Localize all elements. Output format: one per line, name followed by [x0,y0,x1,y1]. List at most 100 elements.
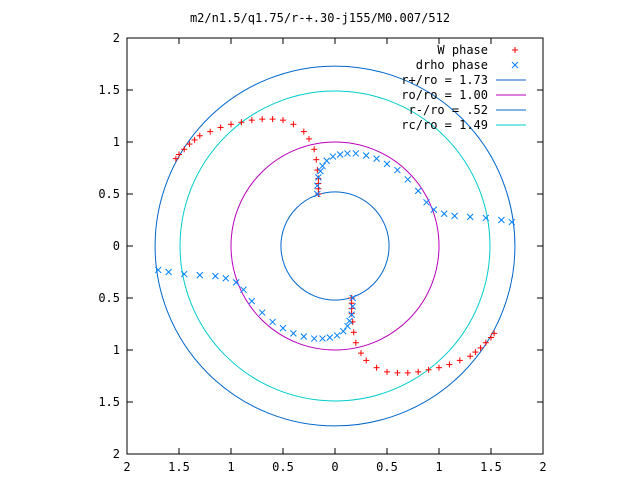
series-1-point-24 [349,294,357,302]
series-0 [172,116,498,376]
series-0-point-36 [394,369,401,376]
series-1-point-33 [310,335,318,342]
series-1-point-1 [313,182,321,190]
series-1-point-14 [404,176,412,183]
reference-circles [154,65,516,427]
series-0-point-39 [363,357,370,364]
x-tick-label-2: 1 [227,460,234,474]
series-1-point-9 [352,150,360,157]
series-0-point-9 [238,119,245,126]
series-0-point-1 [176,151,182,158]
y-tick-label-2: 1 [113,135,120,149]
series-1-point-25 [349,302,357,310]
series-1-point-31 [326,334,334,341]
series-0-point-28 [472,349,479,356]
series-0-point-37 [384,368,390,375]
series-1-point-37 [269,318,276,326]
series-1-point-34 [300,333,308,340]
series-0-point-23 [315,191,322,197]
series-0-point-12 [269,116,276,123]
series-0-point-29 [467,353,474,360]
y-tick-label-0: 2 [113,31,120,45]
legend-label-5: rc/ro = 1.49 [401,118,488,132]
series-0-point-40 [358,350,364,357]
circle-3 [179,90,491,402]
legend-label-2: r+/ro = 1.73 [401,73,488,87]
series-1-point-10 [362,152,370,159]
series-1-point-2 [315,174,322,181]
series-0-point-27 [477,344,484,351]
series-0-point-18 [313,156,320,163]
series-1-point-43 [212,272,219,280]
series-1-point-8 [344,150,351,157]
series-0-point-17 [311,146,318,153]
series-1-point-22 [498,216,505,224]
series-1-point-4 [319,162,326,170]
series-0-point-34 [415,368,422,375]
x-tick-label-6: 1 [435,460,442,474]
chart-title: m2/n1.5/q1.75/r-+.30-j155/M0.007/512 [190,11,450,25]
series-1 [154,150,516,342]
series-1-point-26 [348,311,355,318]
series-1-point-36 [279,324,287,332]
series-0-point-3 [186,141,193,148]
legend-label-3: ro/ro = 1.00 [401,88,488,102]
y-tick-label-4: 0 [113,239,120,253]
series-0-point-16 [306,135,312,142]
series-0-point-4 [191,136,198,143]
series-0-point-15 [300,128,307,135]
series-1-point-16 [423,198,430,206]
series-1-point-7 [336,151,344,158]
x-tick-label-8: 2 [539,460,546,474]
series-0-point-13 [280,117,286,124]
legend-sample-0 [512,47,518,53]
series-1-point-3 [317,167,324,175]
x-tick-label-3: 0.5 [272,460,294,474]
series-0-point-7 [217,124,224,131]
series-1-point-17 [430,206,438,213]
legend-label-4: r-/ro = .52 [409,103,488,117]
series-0-point-32 [436,364,442,371]
series-1-point-40 [240,286,247,294]
x-tick-label-5: 0.5 [376,460,398,474]
y-tick-label-1: 1.5 [98,83,120,97]
series-0-point-35 [404,369,411,376]
series-0-point-26 [482,339,489,346]
series-1-point-30 [333,332,341,339]
series-0-point-45 [348,305,355,312]
series-0-point-42 [350,329,357,336]
series-1-point-19 [451,212,458,220]
series-0-point-41 [352,339,359,346]
series-0-point-47 [348,295,355,301]
series-1-point-12 [383,160,391,168]
series-1-point-5 [323,157,331,165]
series-1-point-21 [482,214,490,222]
legend-label-1: drho phase [416,58,488,72]
series-1-point-20 [466,213,474,221]
series-0-point-6 [207,128,214,135]
x-tick-label-4: 0 [331,460,338,474]
y-tick-label-7: 1.5 [98,395,120,409]
series-0-point-24 [491,330,498,337]
series-0-point-8 [228,121,234,128]
series-1-point-38 [258,309,266,316]
series-1-point-42 [222,274,230,282]
y-tick-label-8: 2 [113,447,120,461]
series-1-point-11 [373,155,380,162]
data-series [154,116,516,376]
series-0-point-10 [248,117,255,124]
series-0-point-20 [315,175,322,182]
series-1-point-44 [196,271,204,279]
x-tick-label-7: 1.5 [480,460,502,474]
series-0-point-14 [290,121,297,128]
circle-0 [154,65,516,427]
x-tick-label-1: 1.5 [168,460,190,474]
y-tick-label-5: 0.5 [98,291,120,305]
series-1-point-27 [346,317,353,325]
circle-1 [230,141,440,351]
y-tick-label-3: 0.5 [98,187,120,201]
series-1-point-18 [440,210,448,218]
series-1-point-6 [329,153,337,160]
series-0-point-5 [196,132,203,139]
